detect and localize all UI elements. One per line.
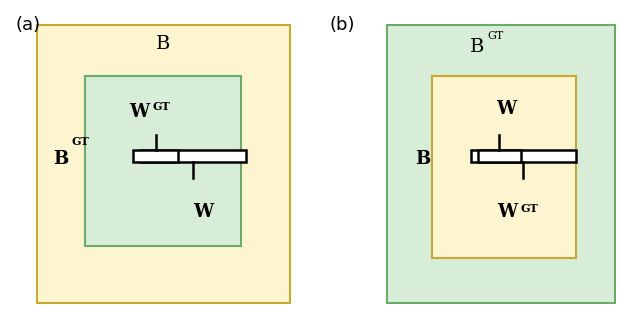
- Bar: [387, 26, 615, 302]
- Text: (a): (a): [16, 16, 41, 34]
- Text: GT: GT: [72, 136, 89, 147]
- Text: B: B: [156, 35, 170, 53]
- Text: GT: GT: [520, 203, 538, 215]
- Text: W: W: [129, 104, 150, 121]
- Text: B: B: [415, 150, 430, 168]
- Bar: [133, 151, 178, 162]
- Text: B: B: [470, 38, 484, 56]
- Text: W: W: [497, 100, 516, 118]
- Text: GT: GT: [153, 101, 170, 112]
- Text: (b): (b): [330, 16, 355, 34]
- Bar: [432, 76, 576, 258]
- Text: B: B: [53, 150, 68, 168]
- Bar: [37, 26, 289, 302]
- Bar: [471, 151, 576, 162]
- Bar: [85, 76, 241, 246]
- Text: GT: GT: [487, 31, 504, 41]
- Bar: [477, 151, 521, 162]
- Bar: [141, 151, 246, 162]
- Text: W: W: [193, 203, 213, 221]
- Text: W: W: [497, 203, 517, 221]
